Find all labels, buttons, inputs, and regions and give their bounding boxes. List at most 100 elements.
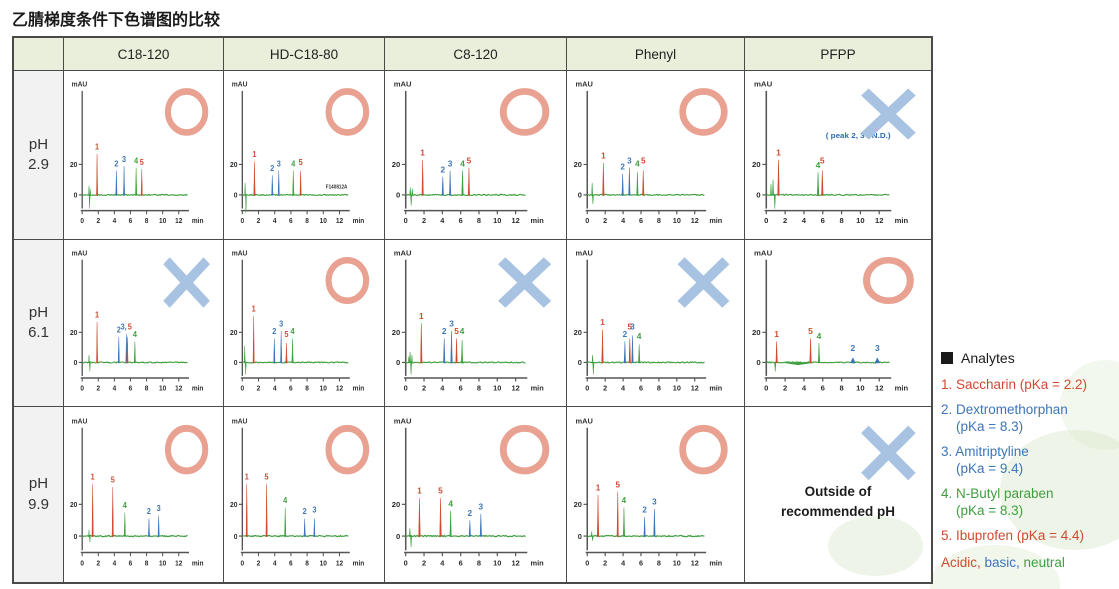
- column-header-c8-120: C8-120: [385, 38, 567, 71]
- peak-label: 2: [147, 507, 152, 517]
- legend-item-line: 5. Ibuprofen (pKa = 4.4): [941, 528, 1084, 544]
- peak-label: 5: [616, 480, 621, 489]
- good-circle-mark: [164, 424, 209, 475]
- svg-text:12: 12: [691, 216, 699, 225]
- nd-note: ( peak 2, 3 : N.D.): [826, 131, 891, 140]
- peak-label: 2: [851, 344, 856, 353]
- svg-text:6: 6: [821, 384, 825, 393]
- outside-recommended-ph-text: Outside of recommended pH: [780, 483, 896, 519]
- peak-label: 4: [283, 496, 288, 506]
- svg-text:4: 4: [440, 384, 444, 393]
- peak-label: 1: [417, 486, 422, 496]
- peak-label: 2: [442, 327, 447, 336]
- x-axis-unit: min: [531, 559, 545, 568]
- svg-text:8: 8: [477, 216, 481, 225]
- row-header-label: pH: [28, 475, 49, 493]
- peak-label: 4: [635, 159, 640, 168]
- peak-label: 4: [133, 330, 138, 339]
- peak-label: 3: [312, 505, 317, 515]
- y-axis-unit: mAU: [394, 80, 412, 89]
- peak-label: 3: [448, 159, 453, 168]
- y-axis-unit: mAU: [232, 82, 248, 89]
- chromatogram-pfpp-ph6-1: mAU 20 0 0 2 4 6 8 10 12 min 1 5 4 2 3: [745, 240, 931, 407]
- y-axis-unit: mAU: [232, 416, 248, 426]
- svg-text:10: 10: [856, 384, 864, 393]
- row-header-ph-2.9: pH 2.9: [14, 71, 64, 240]
- comparison-table: C18-120 HD-C18-80 C8-120 Phenyl PFPP pH 2.9 mAU…: [12, 36, 933, 584]
- baseline-trace: [242, 361, 349, 364]
- svg-text:20: 20: [392, 328, 400, 337]
- legend-item-line: 1. Saccharin (pKa = 2.2): [941, 377, 1087, 393]
- baseline-trace: [587, 361, 705, 364]
- svg-text:0: 0: [585, 385, 589, 393]
- svg-text:8: 8: [305, 218, 309, 225]
- peak-label: 3: [277, 159, 281, 168]
- peak-label: 4: [817, 332, 822, 341]
- y-axis-unit: mAU: [576, 416, 593, 425]
- svg-text:12: 12: [875, 384, 883, 393]
- good-circle-mark: [679, 424, 728, 475]
- svg-text:4: 4: [621, 559, 626, 568]
- svg-text:2: 2: [257, 385, 261, 392]
- svg-text:2: 2: [603, 385, 607, 393]
- black-square-icon: [941, 352, 953, 365]
- svg-text:0: 0: [585, 216, 589, 225]
- svg-text:2: 2: [96, 560, 100, 567]
- peak-label: 2: [468, 508, 473, 518]
- svg-text:10: 10: [673, 385, 681, 393]
- baseline-trace: [81, 193, 188, 197]
- svg-text:10: 10: [159, 560, 166, 567]
- svg-text:8: 8: [839, 216, 843, 225]
- svg-text:2: 2: [422, 384, 426, 393]
- legend-color-key: Acidic, basic, neutral: [941, 554, 1117, 572]
- y-axis-unit: mAU: [72, 82, 88, 89]
- svg-text:8: 8: [657, 216, 661, 225]
- svg-text:20: 20: [752, 160, 761, 169]
- bad-cross-mark: [677, 257, 730, 308]
- svg-text:20: 20: [70, 500, 77, 510]
- svg-text:0: 0: [234, 360, 238, 367]
- peak-label: 1: [95, 310, 99, 319]
- x-axis-unit: min: [531, 384, 544, 393]
- outside-ph-cell: Outside of recommended pH: [745, 407, 931, 582]
- x-axis-unit: min: [531, 216, 544, 225]
- column-header-c18-120: C18-120: [64, 38, 224, 71]
- peak-label: 1: [252, 304, 257, 313]
- peak-label: 1: [774, 330, 779, 339]
- bad-cross-mark: [498, 257, 552, 308]
- svg-text:8: 8: [305, 385, 309, 392]
- bad-cross-mark: [163, 257, 210, 308]
- peak-label: 1: [601, 152, 606, 161]
- svg-text:6: 6: [459, 384, 463, 393]
- peak-label: 4: [448, 498, 453, 508]
- legend-item-line: 3. Amitriptyline: [941, 443, 1029, 459]
- good-circle-mark: [164, 88, 209, 136]
- peak-label: 2: [270, 164, 274, 173]
- peak-label: 1: [776, 149, 781, 158]
- y-axis-unit: mAU: [394, 416, 412, 425]
- svg-text:20: 20: [392, 160, 400, 169]
- legend-item-line: 4. N-Butyl paraben: [941, 485, 1054, 501]
- peak-label: 1: [420, 149, 425, 158]
- svg-text:0: 0: [578, 191, 582, 200]
- peak-label: 1: [252, 150, 257, 159]
- svg-text:6: 6: [639, 216, 643, 225]
- row-header-value: 2.9: [28, 156, 49, 173]
- svg-text:4: 4: [440, 559, 445, 568]
- legend-item-analyte-3: 3. Amitriptyline (pKa = 9.4): [941, 443, 1117, 478]
- y-axis-unit: mAU: [576, 249, 593, 258]
- svg-text:12: 12: [512, 384, 520, 393]
- row-header-value: 6.1: [28, 324, 49, 341]
- x-axis-unit: min: [353, 560, 365, 567]
- good-circle-mark: [499, 88, 550, 136]
- peak-label: 4: [816, 161, 821, 170]
- peak-label: 4: [123, 501, 128, 511]
- peak-label: 4: [622, 496, 627, 505]
- svg-text:8: 8: [145, 218, 149, 225]
- svg-text:4: 4: [802, 384, 807, 393]
- row-header-label: pH: [28, 303, 49, 321]
